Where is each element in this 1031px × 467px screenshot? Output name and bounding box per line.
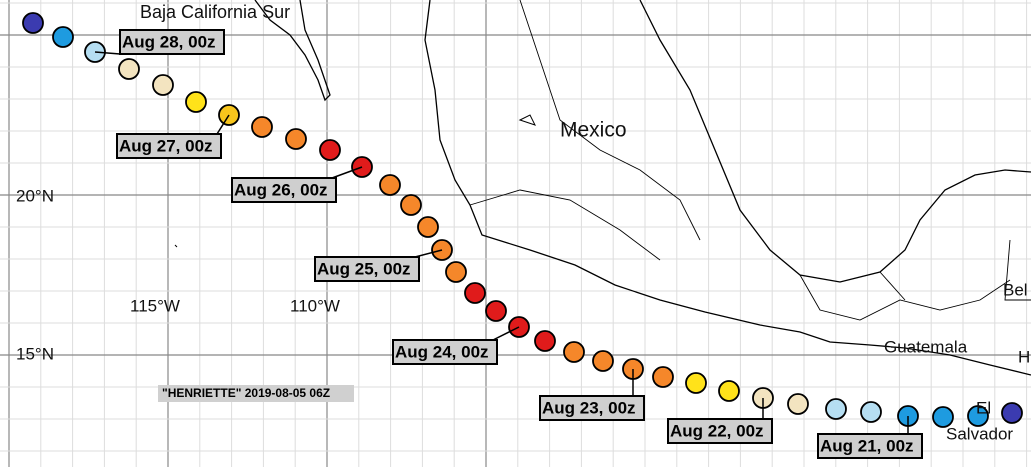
track-point: [400, 194, 422, 216]
leader-line: [216, 114, 230, 135]
track-point: [285, 128, 307, 150]
date-label: Aug 24, 00z: [395, 342, 489, 361]
track-point: [534, 330, 556, 352]
track-point: [485, 300, 507, 322]
leader-line: [492, 326, 520, 341]
leader-line: [414, 249, 443, 258]
date-box: [817, 433, 923, 459]
date-box: [539, 395, 645, 421]
place-label: Salvador: [946, 424, 1013, 443]
track-point: [445, 261, 467, 283]
lat-label: 15°N: [16, 344, 54, 363]
track-point: [685, 372, 707, 394]
track-point: [652, 366, 674, 388]
run-title: "HENRIETTE" 2019-08-05 06Z: [162, 386, 330, 400]
track-point: [563, 341, 585, 363]
track-point: [787, 393, 809, 415]
track-point: [825, 398, 847, 420]
track-point: [319, 139, 341, 161]
track-point: [152, 74, 174, 96]
title-box: [158, 385, 354, 402]
date-label: Aug 21, 00z: [820, 436, 914, 455]
date-label: Aug 25, 00z: [317, 259, 411, 278]
place-label: H: [1018, 347, 1030, 366]
track-point: [464, 282, 486, 304]
track-point: [185, 91, 207, 113]
storm-track: [22, 12, 1023, 428]
date-label: Aug 27, 00z: [119, 136, 213, 155]
track-point: [967, 405, 989, 427]
track-point: [52, 26, 74, 48]
date-box: [314, 256, 420, 282]
track-point: [1001, 402, 1023, 424]
date-box: [667, 418, 773, 444]
place-label: Guatemala: [884, 337, 968, 356]
date-label: Aug 23, 00z: [542, 398, 636, 417]
place-label: Bel: [1003, 280, 1028, 299]
place-label: El: [976, 398, 991, 417]
date-box: [116, 133, 222, 159]
track-point: [22, 12, 44, 34]
place-label: Mexico: [560, 119, 627, 142]
track-point: [718, 380, 740, 402]
leader-line: [94, 51, 121, 55]
lon-label: 115°W: [130, 296, 180, 315]
track-point: [592, 350, 614, 372]
track-point: [417, 216, 439, 238]
date-label: Aug 26, 00z: [234, 180, 328, 199]
date-label: Aug 22, 00z: [670, 421, 764, 440]
coastlines: [174, 0, 1031, 376]
leader-line: [331, 166, 363, 179]
date-box: [231, 177, 337, 203]
date-labels: Aug 28, 00z Aug 27, 00z Aug 26, 00z Aug 25,…: [94, 29, 923, 459]
track-point: [932, 406, 954, 428]
date-box: [119, 29, 225, 55]
lat-label: 20°N: [16, 186, 54, 205]
date-label: Aug 28, 00z: [122, 32, 216, 51]
track-point: [251, 116, 273, 138]
track-point: [860, 401, 882, 423]
lon-label: 110°W: [290, 296, 340, 315]
place-label: Baja California Sur: [140, 2, 290, 22]
track-point: [379, 174, 401, 196]
date-box: [392, 339, 498, 365]
track-point: [118, 58, 140, 80]
